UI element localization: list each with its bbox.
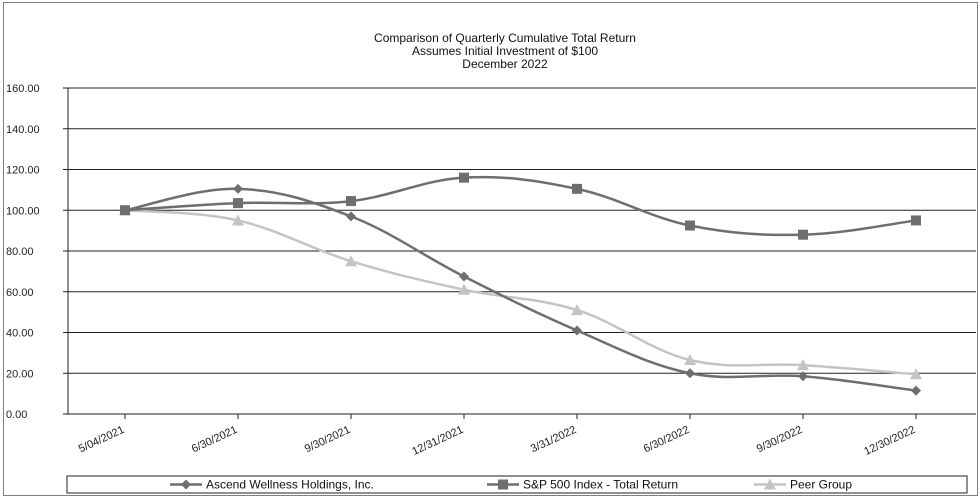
diamond-series-line [125,189,916,391]
diamond-series-point [346,211,356,221]
diamond-series-point [459,271,469,281]
y-tick-label: 120.00 [6,165,40,177]
y-tick-label: 160.00 [6,83,40,95]
diamond-series-point [233,184,243,194]
x-tick-label: 9/30/2021 [303,424,352,456]
square-series-line [125,177,916,235]
square-series-point [572,184,582,194]
y-tick-label: 60.00 [6,287,34,299]
x-tick-label: 6/30/2022 [642,424,691,456]
chart-title-line: December 2022 [462,57,548,71]
chart-title-line: Comparison of Quarterly Cumulative Total… [374,31,636,45]
square-series-point [346,196,356,206]
square-series-point [233,198,243,208]
x-tick-label: 12/31/2021 [410,424,465,458]
square-series-point [685,221,695,231]
x-tick-label: 9/30/2022 [755,424,804,456]
y-tick-label: 0.00 [6,409,27,421]
legend-label: Peer Group [790,478,852,492]
legend-label: Ascend Wellness Holdings, Inc. [206,478,374,492]
y-tick-label: 140.00 [6,124,40,136]
diamond-series-point [911,386,921,396]
chart-title-line: Assumes Initial Investment of $100 [412,44,598,58]
x-tick-label: 3/31/2022 [529,424,578,456]
square-series-point [911,215,921,225]
legend-marker [498,480,508,490]
x-tick-label: 12/30/2022 [862,424,917,458]
legend-label: S&P 500 Index - Total Return [523,478,678,492]
x-tick-label: 5/04/2021 [77,424,126,456]
x-tick-label: 6/30/2021 [190,424,239,456]
square-series-point [459,173,469,183]
diamond-series-point [572,325,582,335]
y-tick-label: 80.00 [6,246,34,258]
y-tick-label: 100.00 [6,205,40,217]
y-tick-label: 20.00 [6,368,34,380]
diamond-series-point [685,368,695,378]
y-tick-label: 40.00 [6,328,34,340]
square-series-point [798,230,808,240]
